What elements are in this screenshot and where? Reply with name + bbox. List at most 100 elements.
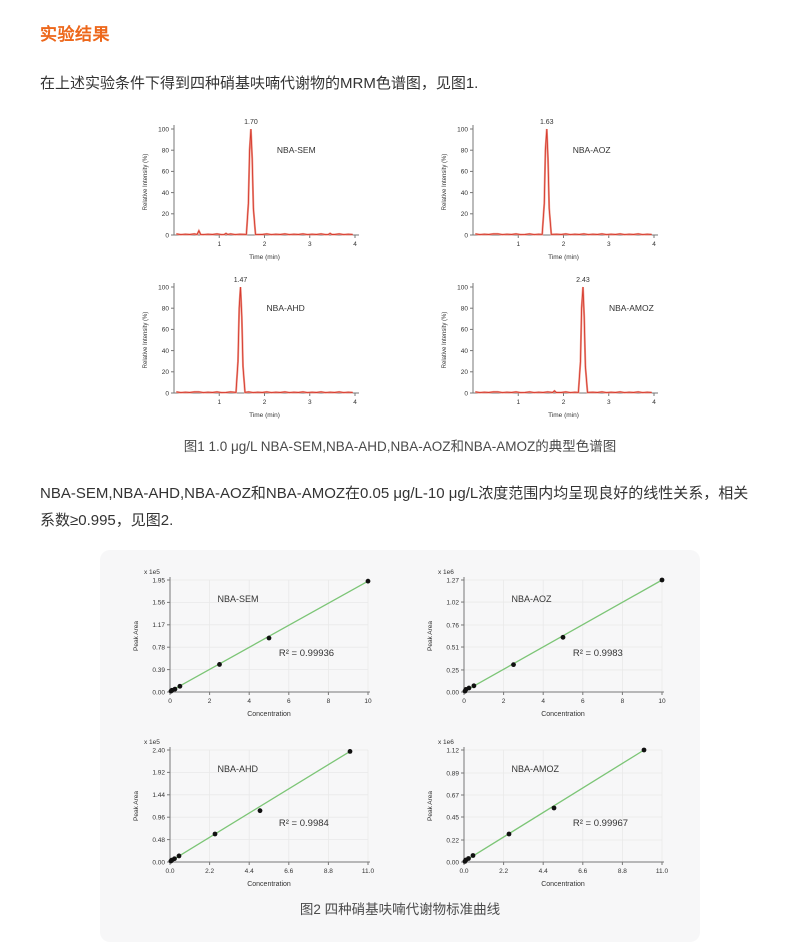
svg-text:10: 10 [658,698,666,705]
svg-text:60: 60 [461,327,469,334]
svg-text:11.0: 11.0 [656,868,669,875]
calibration-curve-nba-aoz: 0.00 0.25 0.51 0.76 1.02 1.27 0 2 4 6 8 10 x 1e6 Conc… [422,561,672,722]
svg-text:0.25: 0.25 [446,667,459,674]
svg-text:60: 60 [461,169,469,176]
svg-text:0.00: 0.00 [152,689,165,696]
chromatogram-nba-amoz: 0 20 40 60 80 100 1 2 3 4 Time (min) Relative Inten… [442,277,658,419]
svg-text:Time (min): Time (min) [548,254,579,261]
svg-text:40: 40 [162,190,170,197]
svg-text:0: 0 [464,233,468,240]
svg-text:4.4: 4.4 [245,868,254,875]
svg-text:0.00: 0.00 [152,859,165,866]
svg-text:80: 80 [162,148,170,155]
svg-text:0.48: 0.48 [152,837,165,844]
svg-text:Time (min): Time (min) [249,412,280,419]
svg-text:2: 2 [502,698,506,705]
svg-text:Time (min): Time (min) [548,412,579,419]
svg-text:80: 80 [461,306,469,313]
svg-text:4: 4 [353,399,357,406]
svg-text:Relative Intensity (%): Relative Intensity (%) [143,154,149,211]
svg-text:4.4: 4.4 [539,868,548,875]
svg-text:R² = 0.9984: R² = 0.9984 [279,818,329,829]
svg-text:Time (min): Time (min) [249,254,280,261]
calibration-curve-nba-sem: 0.00 0.39 0.78 1.17 1.56 1.95 0 2 4 6 8 10 x 1e5 Conc… [128,561,378,722]
svg-text:0.89: 0.89 [446,770,459,777]
svg-text:Relative Intensity (%): Relative Intensity (%) [143,312,149,369]
svg-text:11.0: 11.0 [362,868,375,875]
svg-text:6.6: 6.6 [284,868,293,875]
svg-text:0.39: 0.39 [152,667,165,674]
svg-text:NBA-AOZ: NBA-AOZ [573,145,611,155]
svg-text:NBA-AMOZ: NBA-AMOZ [512,764,560,774]
svg-text:Peak Area: Peak Area [427,790,434,820]
chromatogram-nba-sem: 0 20 40 60 80 100 1 2 3 4 Time (min) Relative Inten… [143,119,359,261]
svg-text:R² = 0.99967: R² = 0.99967 [573,818,628,829]
svg-text:4: 4 [353,241,357,248]
svg-text:Concentration: Concentration [247,711,291,718]
svg-text:R² = 0.99936: R² = 0.99936 [279,648,334,659]
svg-text:6: 6 [287,698,291,705]
figure2-grid: 0.00 0.39 0.78 1.17 1.56 1.95 0 2 4 6 8 10 x 1e5 Conc… [128,561,672,892]
svg-text:1: 1 [516,399,520,406]
svg-text:1.47: 1.47 [234,277,248,284]
section-heading: 实验结果 [40,25,110,44]
svg-text:20: 20 [162,369,170,376]
svg-text:0.51: 0.51 [446,644,459,651]
svg-text:1.12: 1.12 [446,747,459,754]
svg-text:4: 4 [652,399,656,406]
svg-text:6.6: 6.6 [578,868,587,875]
figure2-caption: 图2 四种硝基呋喃代谢物标准曲线 [299,901,501,917]
svg-text:4: 4 [541,698,545,705]
svg-text:Peak Area: Peak Area [133,620,140,650]
svg-text:4: 4 [652,241,656,248]
paragraph-intro: 在上述实验条件下得到四种硝基呋喃代谢物的MRM色谱图，见图1. [40,75,479,92]
svg-text:2.40: 2.40 [152,747,165,754]
figure1-caption: 图1 1.0 μg/L NBA-SEM,NBA-AHD,NBA-AOZ和NBA-… [183,439,617,455]
svg-text:1.02: 1.02 [446,599,459,606]
svg-text:8: 8 [327,698,331,705]
svg-text:2: 2 [562,399,566,406]
svg-text:Relative Intensity (%): Relative Intensity (%) [442,312,448,369]
calibration-curve-nba-amoz: 0.00 0.22 0.45 0.67 0.89 1.12 0.0 2.2 4.4 6.6 8.8 1… [422,731,672,892]
svg-text:60: 60 [162,327,170,334]
svg-text:20: 20 [461,369,469,376]
svg-text:1.56: 1.56 [152,599,165,606]
svg-text:0: 0 [168,698,172,705]
svg-text:1.17: 1.17 [152,622,165,629]
svg-text:3: 3 [607,241,611,248]
svg-text:Concentration: Concentration [247,881,291,888]
svg-text:1.95: 1.95 [152,577,165,584]
svg-text:NBA-AHD: NBA-AHD [218,764,259,774]
svg-text:NBA-SEM: NBA-SEM [277,145,316,155]
chromatogram-nba-ahd: 0 20 40 60 80 100 1 2 3 4 Time (min) Relative Inten… [143,277,359,419]
svg-text:1.70: 1.70 [244,119,258,126]
svg-text:R² = 0.9983: R² = 0.9983 [573,648,623,659]
chromatogram-nba-aoz: 0 20 40 60 80 100 1 2 3 4 Time (min) Relative Inten… [442,119,658,261]
svg-text:x 1e5: x 1e5 [144,739,160,746]
svg-text:100: 100 [457,127,468,134]
svg-text:100: 100 [158,285,169,292]
svg-text:80: 80 [162,306,170,313]
svg-text:60: 60 [162,169,170,176]
svg-text:2: 2 [562,241,566,248]
svg-text:1.27: 1.27 [446,577,459,584]
svg-text:0: 0 [165,391,169,398]
svg-text:0: 0 [464,391,468,398]
svg-text:x 1e6: x 1e6 [438,569,454,576]
svg-text:0.0: 0.0 [459,868,468,875]
calibration-curve-nba-ahd: 0.00 0.48 0.96 1.44 1.92 2.40 0.0 2.2 4.4 6.6 8.8 1… [128,731,378,892]
svg-text:Concentration: Concentration [541,881,585,888]
svg-text:0.67: 0.67 [446,792,459,799]
svg-text:3: 3 [308,399,312,406]
svg-text:NBA-AOZ: NBA-AOZ [512,594,553,604]
svg-text:0.00: 0.00 [446,859,459,866]
svg-text:1: 1 [516,241,520,248]
svg-text:6: 6 [581,698,585,705]
svg-text:0.45: 0.45 [446,814,459,821]
svg-text:0: 0 [462,698,466,705]
svg-text:x 1e6: x 1e6 [438,739,454,746]
svg-text:2: 2 [263,399,267,406]
svg-text:Concentration: Concentration [541,711,585,718]
svg-text:Peak Area: Peak Area [427,620,434,650]
figure2: 0.00 0.39 0.78 1.17 1.56 1.95 0 2 4 6 8 10 x 1e5 Conc… [100,549,700,942]
